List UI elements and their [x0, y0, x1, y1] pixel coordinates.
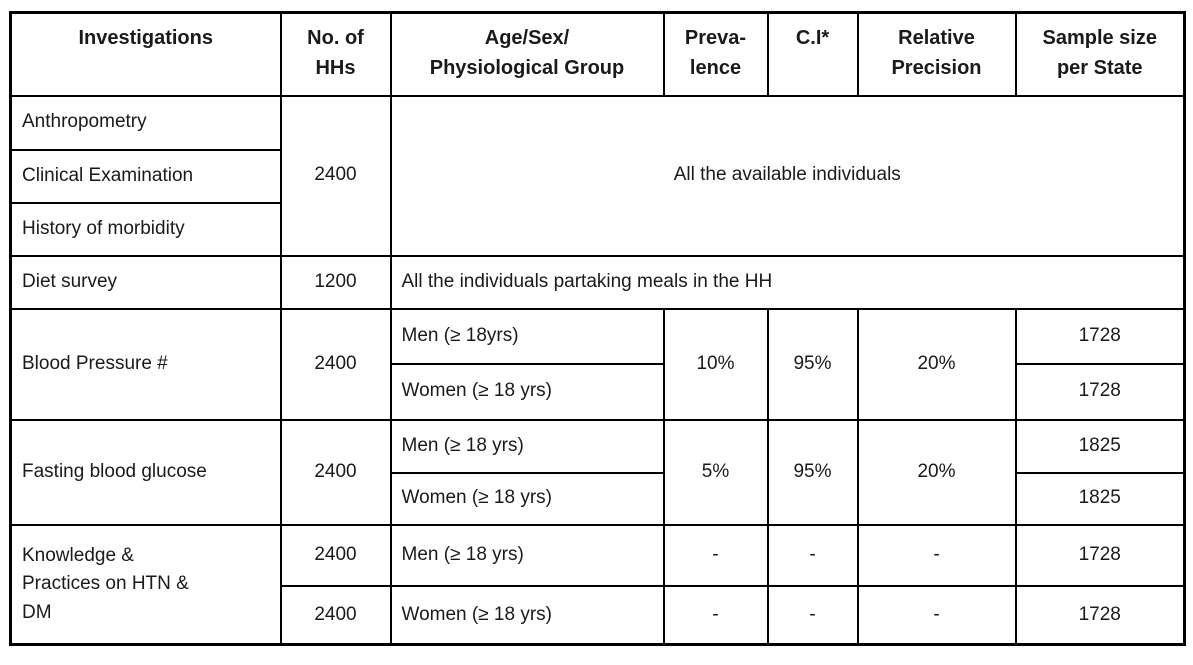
cell-sample-fbg-men: 1825 [1014, 418, 1186, 474]
cell-hhs-kp-women: 2400 [279, 584, 392, 646]
cell-ci-kp-women: - [766, 584, 859, 646]
cell-prevalence-kp-women: - [662, 584, 769, 646]
table-row: Women (≥ 18 yrs) 1728 [11, 362, 1186, 421]
cell-ci-fasting-blood-glucose: 95% [766, 418, 859, 526]
table-row: Clinical Examination [9, 148, 1185, 204]
cell-sample-fbg-women: 1825 [1014, 471, 1186, 526]
table-header-row: Investigations No. of HHs Age/Sex/ Physi… [9, 11, 1186, 97]
col-header-ci: C.I* [766, 11, 859, 97]
table-row: Anthropometry 2400 All the available ind… [9, 94, 1186, 257]
cell-sample-bp-women: 1728 [1014, 362, 1186, 421]
cell-relative-precision-blood-pressure: 20% [856, 307, 1017, 421]
table-row: History of morbidity [9, 201, 1185, 257]
col-header-age-sex-group: Age/Sex/ Physiological Group [389, 11, 665, 97]
table-row: 2400 Women (≥ 18 yrs) - - - 1728 [11, 584, 1186, 646]
cell-prevalence-blood-pressure: 10% [662, 307, 769, 421]
cell-investigation-anthropometry: Anthropometry [9, 94, 282, 151]
cell-prevalence-fasting-blood-glucose: 5% [662, 418, 769, 526]
cell-sample-kp-men: 1728 [1014, 523, 1186, 587]
cell-hhs-fasting-blood-glucose: 2400 [279, 418, 392, 526]
col-header-sample-size: Sample size per State [1014, 11, 1186, 97]
col-header-prevalence: Preva- lence [662, 11, 769, 97]
table-row: Fasting blood glucose 2400 Men (≥ 18 yrs… [9, 418, 1186, 526]
cell-coverage-all-available: All the available individuals [389, 94, 1186, 257]
col-header-no-of-hhs: No. of HHs [279, 11, 392, 97]
cell-group-fbg-men: Men (≥ 18 yrs) [389, 418, 665, 474]
cell-relative-precision-kp-men: - [856, 523, 1017, 587]
cell-hhs-blood-pressure: 2400 [279, 307, 392, 421]
cell-group-kp-women: Women (≥ 18 yrs) [389, 584, 665, 646]
cell-investigation-history-of-morbidity: History of morbidity [9, 201, 282, 257]
cell-group-fbg-women: Women (≥ 18 yrs) [389, 471, 665, 526]
cell-sample-bp-men: 1728 [1014, 307, 1186, 365]
cell-investigation-clinical-examination: Clinical Examination [9, 148, 282, 204]
cell-group-bp-men: Men (≥ 18yrs) [389, 307, 665, 365]
cell-group-bp-women: Women (≥ 18 yrs) [389, 362, 665, 421]
col-header-relative-precision: Relative Precision [856, 11, 1017, 97]
cell-hhs-diet-survey: 1200 [279, 254, 392, 310]
cell-group-kp-men: Men (≥ 18 yrs) [389, 523, 665, 587]
cell-relative-precision-fasting-blood-glucose: 20% [856, 418, 1017, 526]
cell-investigation-blood-pressure: Blood Pressure # [9, 307, 282, 421]
cell-hhs-kp-men: 2400 [279, 523, 392, 587]
cell-sample-kp-women: 1728 [1014, 584, 1186, 646]
table-row: Diet survey 1200 All the individuals par… [9, 254, 1186, 310]
table-row: Blood Pressure # 2400 Men (≥ 18yrs) 10% … [9, 307, 1186, 421]
cell-investigation-fasting-blood-glucose: Fasting blood glucose [9, 418, 282, 526]
cell-investigation-diet-survey: Diet survey [9, 254, 282, 310]
cell-ci-kp-men: - [766, 523, 859, 587]
col-header-investigations: Investigations [9, 11, 282, 97]
cell-prevalence-kp-men: - [662, 523, 769, 587]
table-row: Knowledge & Practices on HTN & DM 2400 M… [9, 523, 1186, 646]
cell-investigation-knowledge-practices: Knowledge & Practices on HTN & DM [9, 523, 282, 646]
table-row: Women (≥ 18 yrs) 1825 [11, 471, 1186, 526]
survey-sampling-table: Investigations No. of HHs Age/Sex/ Physi… [9, 11, 1186, 646]
cell-coverage-diet-survey: All the individuals partaking meals in t… [389, 254, 1186, 310]
cell-relative-precision-kp-women: - [856, 584, 1017, 646]
cell-ci-blood-pressure: 95% [766, 307, 859, 421]
cell-hhs-anthropometry-group: 2400 [279, 94, 392, 257]
